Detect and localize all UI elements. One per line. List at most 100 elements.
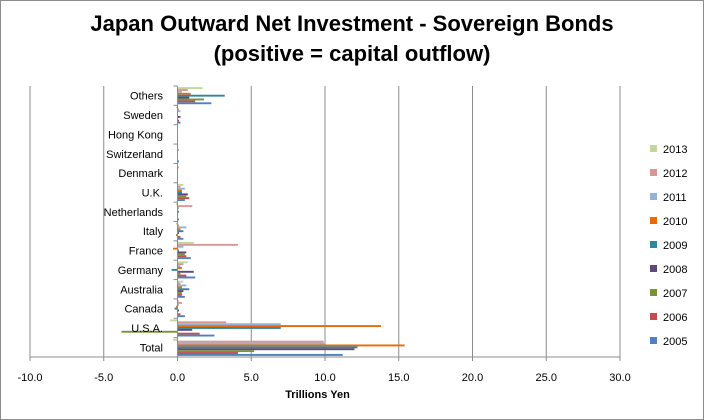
bar	[177, 328, 193, 331]
bar	[177, 149, 179, 151]
legend-label: 2010	[663, 216, 687, 228]
bar	[177, 344, 405, 347]
bar	[177, 303, 179, 306]
x-tick-label: -5.0	[94, 372, 113, 384]
x-tick-label: 10.0	[314, 372, 335, 384]
x-tick-label: 30.0	[609, 372, 630, 384]
bar	[177, 90, 182, 93]
bar	[177, 193, 188, 196]
bar	[176, 222, 178, 225]
bar	[177, 160, 179, 163]
bar	[177, 295, 185, 298]
legend-label: 2008	[663, 264, 687, 276]
x-tick-label: -10.0	[17, 372, 42, 384]
bar	[177, 226, 187, 229]
bar	[177, 313, 181, 316]
bar	[177, 257, 191, 260]
bar	[177, 102, 212, 105]
x-tick-label: 25.0	[536, 372, 557, 384]
category-label: France	[129, 246, 163, 258]
bar	[177, 327, 281, 329]
bar	[177, 288, 190, 291]
bar	[177, 315, 185, 318]
legend-label: 2007	[663, 288, 687, 300]
bar	[177, 243, 238, 246]
bar	[177, 265, 181, 268]
bar	[177, 94, 225, 97]
legend-label: 2006	[663, 312, 687, 324]
category-label: Others	[130, 91, 164, 103]
category-label: Australia	[120, 284, 164, 296]
bar	[177, 87, 203, 90]
legend-label: 2013	[663, 144, 687, 156]
bar	[177, 272, 181, 275]
bar	[177, 199, 185, 202]
bar	[177, 350, 255, 353]
category-label: Denmark	[118, 168, 163, 180]
bar	[177, 261, 188, 264]
chart-subtitle: (positive = capital outflow)	[213, 41, 491, 66]
category-label: Germany	[118, 265, 164, 277]
bar	[174, 307, 178, 310]
bar	[170, 319, 178, 322]
bar	[177, 230, 184, 233]
x-tick-label: 20.0	[462, 372, 483, 384]
legend-swatch	[650, 193, 657, 200]
bar	[177, 166, 179, 169]
bar	[176, 305, 178, 308]
legend-label: 2005	[663, 336, 687, 348]
bar	[177, 286, 182, 289]
category-label: U.S.A.	[131, 323, 163, 335]
x-tick-label: 5.0	[244, 372, 259, 384]
legend-swatch	[650, 265, 657, 272]
bar	[177, 189, 182, 192]
x-tick-label: 15.0	[388, 372, 409, 384]
bar	[177, 241, 194, 244]
legend-label: 2009	[663, 240, 687, 252]
bar	[177, 121, 181, 124]
bar	[177, 228, 181, 231]
legend-swatch	[650, 217, 657, 224]
bar	[177, 232, 179, 235]
bar	[177, 340, 324, 343]
bar	[177, 280, 184, 283]
bar	[177, 321, 227, 324]
bar	[121, 330, 178, 333]
bar	[177, 183, 184, 186]
legend-label: 2011	[663, 192, 687, 204]
x-tick-label: 0.0	[170, 372, 185, 384]
bar	[177, 245, 184, 248]
bar	[177, 323, 281, 326]
bar	[177, 300, 179, 302]
bar	[177, 342, 325, 345]
bar	[177, 263, 184, 266]
legend-swatch	[650, 313, 657, 320]
bar	[177, 284, 187, 287]
bar	[176, 234, 178, 236]
bar	[177, 224, 179, 227]
category-label: Switzerland	[106, 149, 163, 161]
bar	[177, 353, 343, 356]
bar	[177, 251, 187, 254]
bar	[177, 267, 182, 269]
bar	[177, 235, 181, 238]
chart-title: Japan Outward Net Investment - Sovereign…	[90, 11, 614, 36]
bar	[177, 98, 205, 101]
bar	[177, 119, 179, 122]
bar	[177, 110, 181, 113]
legend-swatch	[650, 169, 657, 176]
bar	[177, 249, 179, 252]
bar	[177, 187, 185, 190]
bar	[177, 309, 179, 312]
bar	[177, 205, 193, 208]
bar	[177, 274, 187, 277]
category-label: Sweden	[123, 110, 163, 122]
bar	[177, 352, 238, 354]
x-axis-title: Trillions Yen	[285, 389, 350, 401]
legend-swatch	[650, 337, 657, 344]
legend-swatch	[650, 241, 657, 248]
bar	[177, 270, 194, 273]
bar	[177, 334, 215, 337]
bar	[173, 338, 178, 341]
bar	[176, 106, 178, 109]
